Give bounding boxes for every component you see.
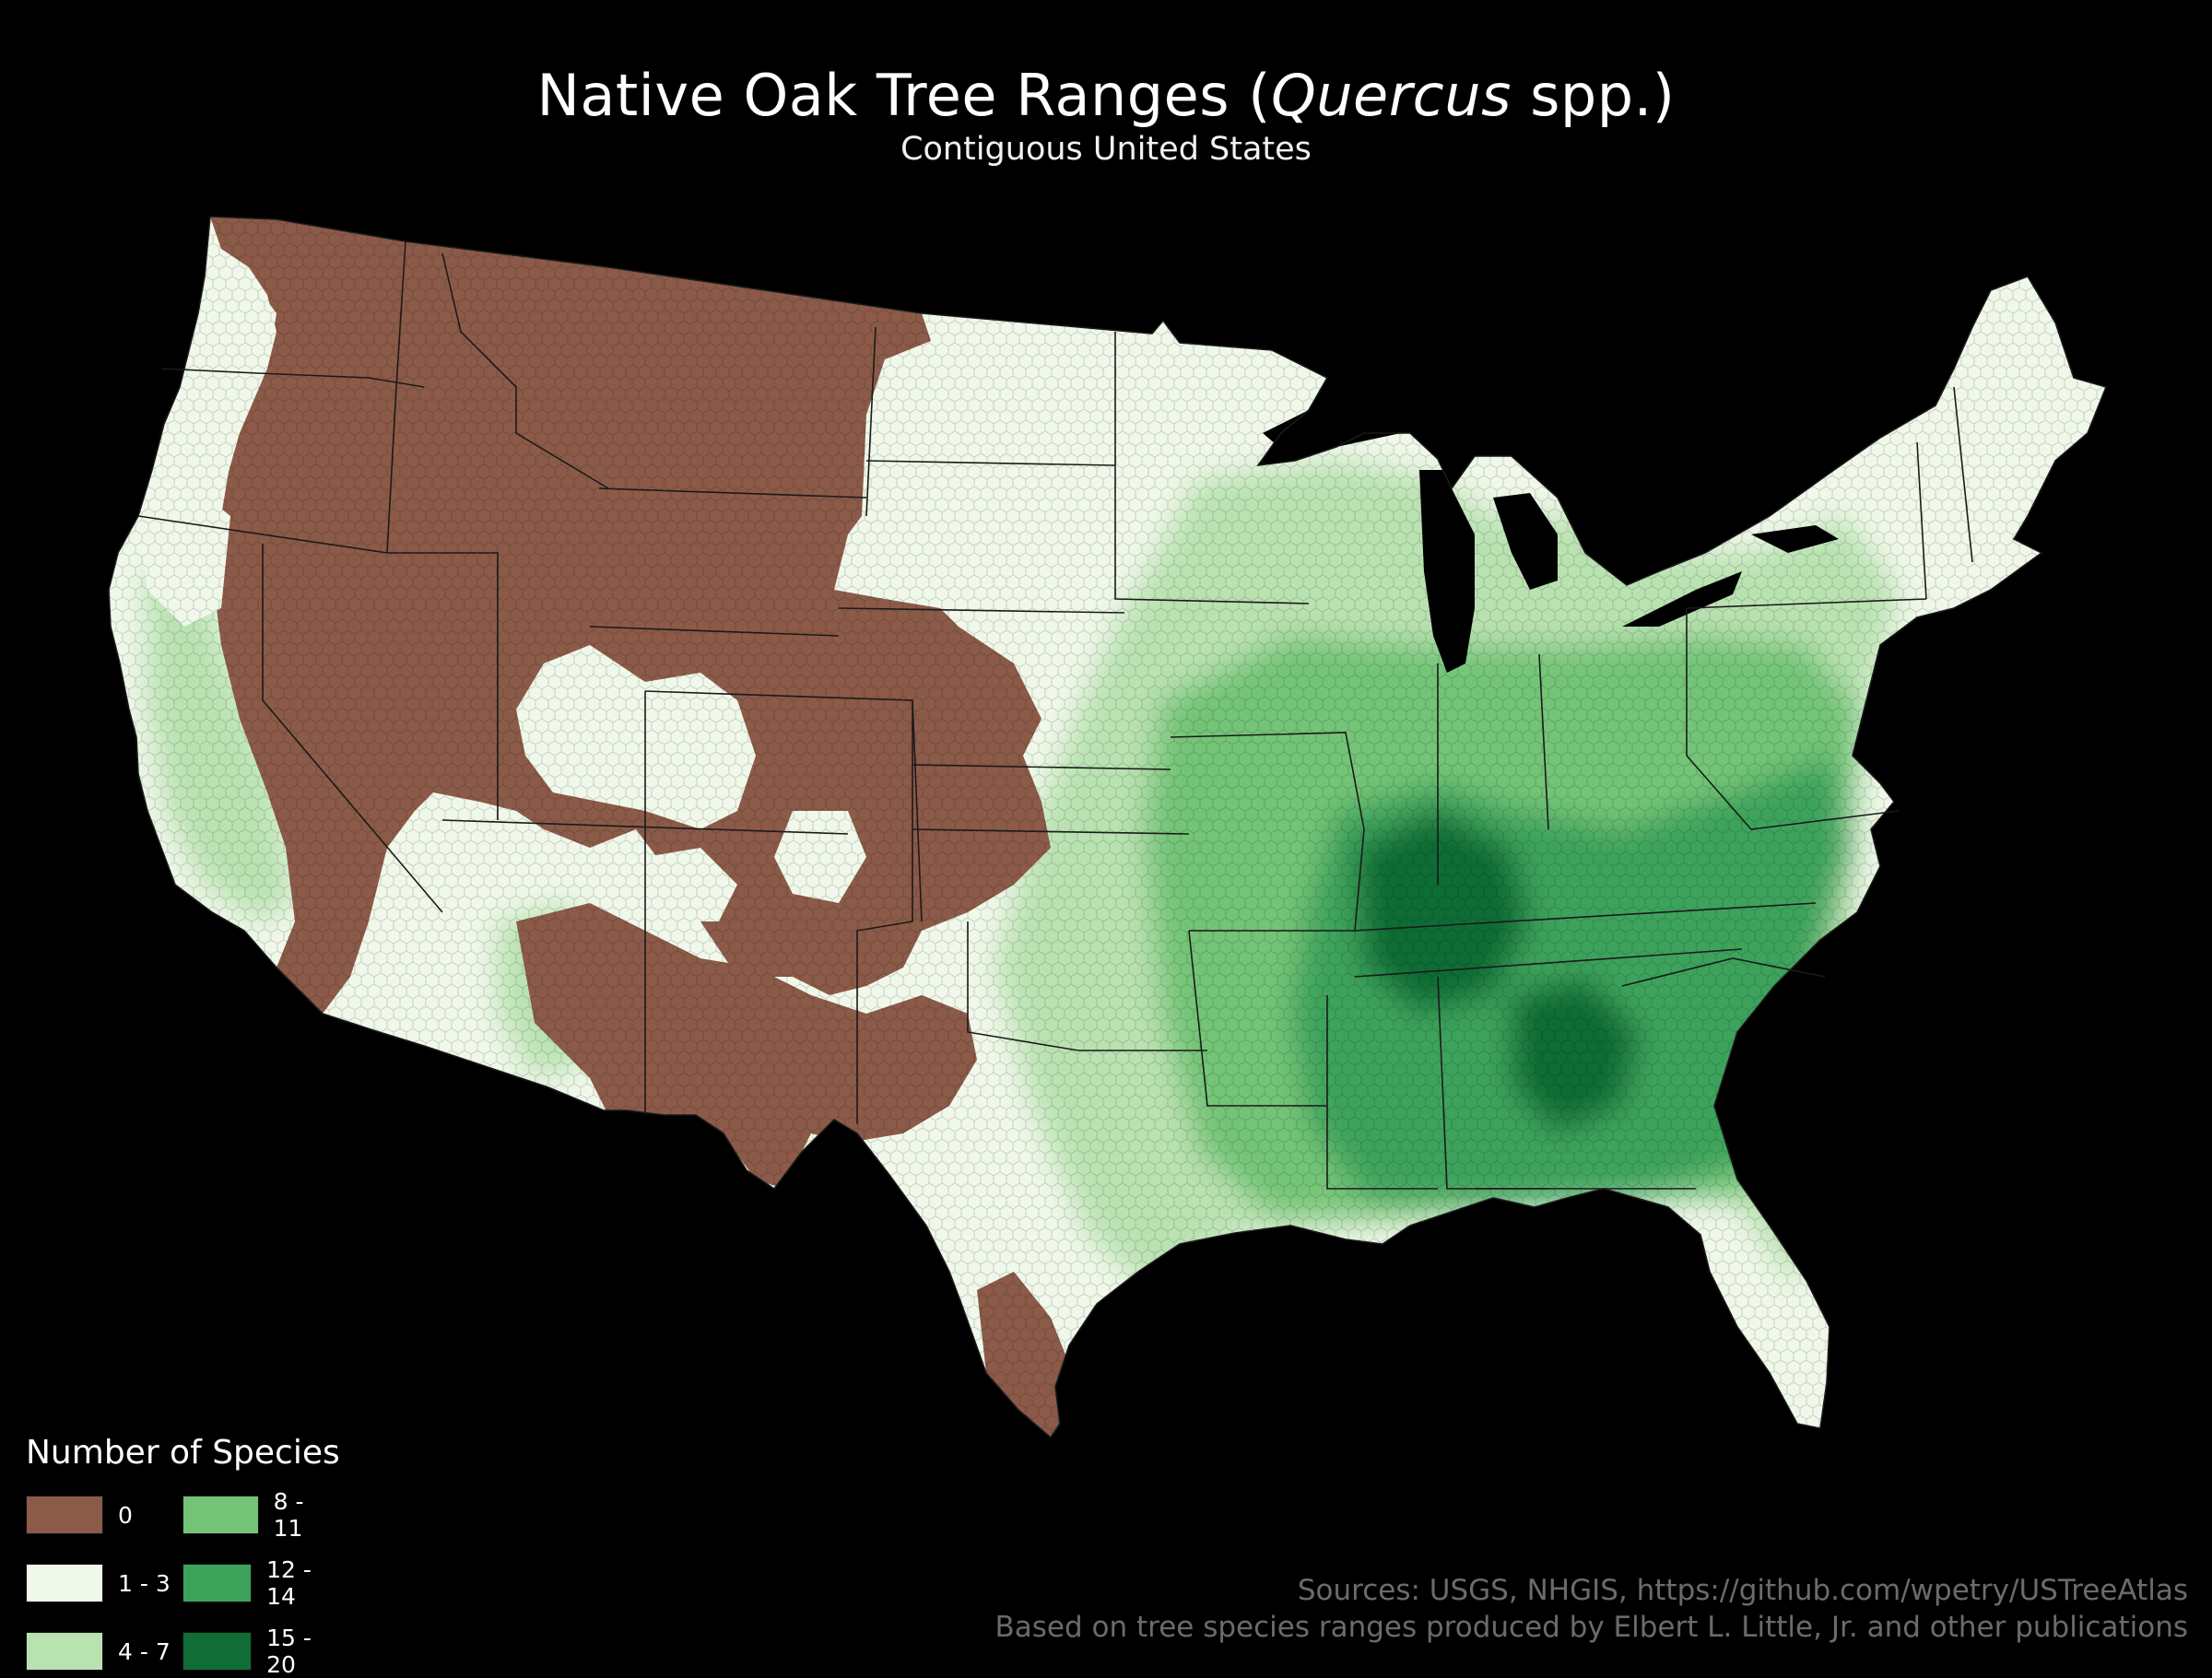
border-nc-sc bbox=[1621, 957, 1826, 987]
legend-label: 12 - 14 bbox=[266, 1556, 312, 1610]
border-nm-tx bbox=[856, 700, 913, 1124]
border-mo bbox=[1170, 732, 1365, 932]
legend-swatch bbox=[26, 1632, 103, 1671]
border-tn-south bbox=[1354, 948, 1743, 978]
legend-label: 4 - 7 bbox=[118, 1637, 171, 1665]
legend-swatch bbox=[182, 1632, 253, 1671]
lake-erie bbox=[1622, 571, 1742, 627]
border-tn-ky bbox=[1354, 902, 1817, 932]
lake-huron bbox=[1493, 493, 1558, 590]
page-subtitle: Contiguous United States bbox=[900, 131, 1312, 169]
border-nv-ut bbox=[387, 552, 499, 820]
great-lakes bbox=[1263, 396, 1839, 673]
legend-swatch bbox=[26, 1496, 103, 1534]
border-mt-nd bbox=[865, 326, 877, 517]
border-ar-la bbox=[1188, 930, 1327, 1107]
border-dakotas bbox=[865, 460, 1116, 466]
legend-label: 0 bbox=[118, 1501, 133, 1529]
border-idaho-mt bbox=[441, 252, 609, 489]
legend: Number of Species 0 8 - 11 1 - 3 12 - 14… bbox=[26, 1434, 422, 1678]
lake-ontario bbox=[1751, 525, 1839, 553]
border-wy-co bbox=[589, 626, 840, 637]
title-block: Native Oak Tree Ranges (Quercus spp.) Co… bbox=[0, 62, 2212, 169]
border-ok-tx bbox=[967, 921, 1207, 1051]
border-mn-ia bbox=[1114, 332, 1310, 604]
border-or-ca bbox=[137, 515, 388, 554]
border-ne-ks bbox=[912, 764, 1171, 770]
border-vt-nh bbox=[1953, 386, 1973, 563]
legend-swatch bbox=[182, 1496, 259, 1534]
border-ks-ok bbox=[912, 828, 1190, 835]
border-new-england bbox=[1916, 441, 1927, 600]
sources-note: Sources: USGS, NHGIS, https://github.com… bbox=[995, 1572, 2188, 1647]
legend-label: 15 - 20 bbox=[266, 1625, 312, 1678]
border-id-west bbox=[386, 241, 406, 554]
legend-item-1: 1 - 3 bbox=[26, 1556, 182, 1610]
legend-title: Number of Species bbox=[26, 1434, 340, 1472]
legend-item-2: 4 - 7 bbox=[26, 1625, 182, 1678]
attribution-line: Based on tree species ranges produced by… bbox=[994, 1611, 2188, 1645]
border-ms-al bbox=[1326, 995, 1438, 1190]
lake-michigan bbox=[1419, 470, 1475, 673]
legend-item-0: 0 bbox=[26, 1488, 182, 1542]
border-ca-nv bbox=[262, 544, 443, 913]
lake-superior bbox=[1263, 396, 1447, 461]
legend-grid: 0 8 - 11 1 - 3 12 - 14 4 - 7 15 - 20 bbox=[26, 1488, 422, 1678]
legend-label: 1 - 3 bbox=[118, 1569, 171, 1597]
page-title: Native Oak Tree Ranges (Quercus spp.) bbox=[536, 62, 1676, 129]
border-ky-va bbox=[1686, 755, 1900, 830]
sources-line: Sources: USGS, NHGIS, https://github.com… bbox=[1297, 1574, 2188, 1607]
legend-item-5: 15 - 20 bbox=[182, 1625, 339, 1678]
border-pa-ny bbox=[1686, 598, 1927, 609]
state-borders bbox=[108, 216, 2107, 1438]
legend-item-3: 8 - 11 bbox=[182, 1488, 339, 1542]
title-italic-genus: Quercus bbox=[1270, 62, 1512, 129]
border-in-oh bbox=[1538, 653, 1549, 830]
border-sd-ne bbox=[838, 607, 1125, 614]
legend-swatch bbox=[26, 1564, 103, 1602]
legend-item-4: 12 - 14 bbox=[182, 1556, 339, 1610]
border-mt-wy bbox=[598, 487, 867, 499]
legend-swatch bbox=[182, 1564, 253, 1602]
legend-label: 8 - 11 bbox=[273, 1488, 304, 1542]
